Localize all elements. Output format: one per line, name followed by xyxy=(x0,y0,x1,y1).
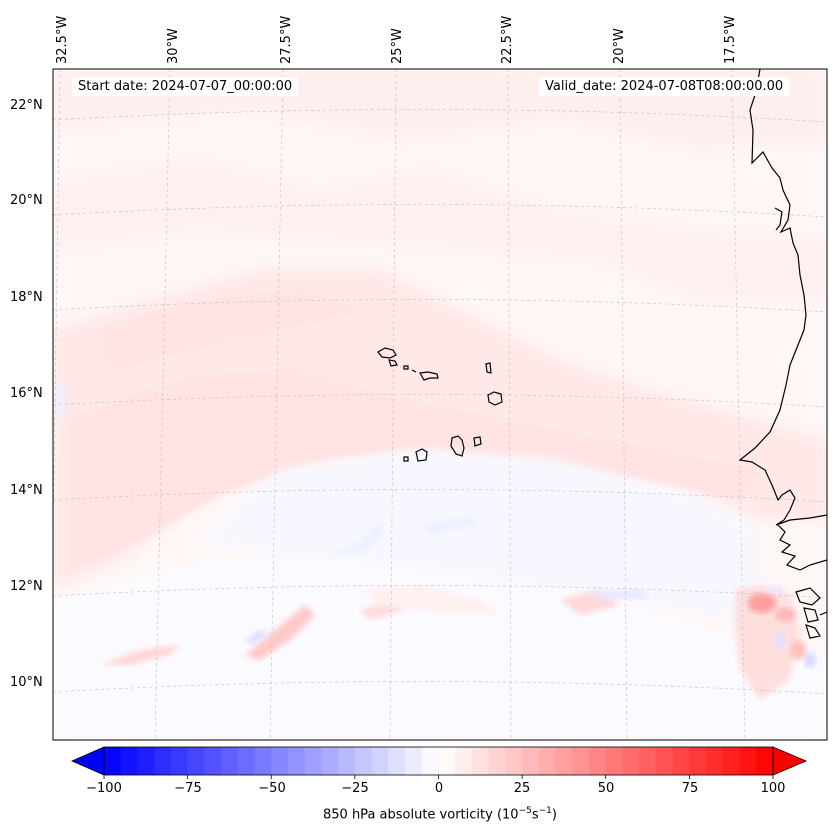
lon-label: 17.5°W xyxy=(723,15,738,64)
lat-label: 22°N xyxy=(10,98,43,113)
colorbar-segment xyxy=(388,747,406,775)
colorbar-segment xyxy=(522,747,540,775)
lon-label: 25°W xyxy=(390,28,405,64)
colorbar-label-exp1: −5 xyxy=(518,806,532,816)
colorbar-segment xyxy=(204,747,222,775)
colorbar-segment xyxy=(254,747,272,775)
valid-date-label: Valid_date: 2024-07-08T08:00:00.00 xyxy=(539,77,790,96)
lon-label: 30°W xyxy=(166,28,181,64)
colorbar-segment xyxy=(438,747,456,775)
graticule xyxy=(53,69,827,740)
colorbar-label-exp2: −1 xyxy=(538,806,552,816)
lon-label: 27.5°W xyxy=(279,15,294,64)
cape-verde-islands xyxy=(377,347,503,462)
colorbar-segment xyxy=(505,747,523,775)
colorbar-tick-label: 100 xyxy=(760,781,786,796)
colorbar-ticks xyxy=(103,775,774,779)
colorbar-segment xyxy=(405,747,423,775)
colorbar-segment xyxy=(706,747,724,775)
colorbar-segment xyxy=(722,747,741,775)
colorbar-label-mid: s xyxy=(531,807,539,823)
colorbar-tick-label: −100 xyxy=(86,781,122,796)
colorbar-segment xyxy=(137,747,155,775)
colorbar-min-extend xyxy=(71,746,105,776)
colorbar-tick-label: −75 xyxy=(174,781,202,796)
lat-label: 20°N xyxy=(10,193,43,208)
colorbar-segment xyxy=(120,747,139,775)
colorbar-segment xyxy=(271,747,289,775)
colorbar-segment xyxy=(154,747,172,775)
colorbar-segment xyxy=(655,747,674,775)
colorbar-segment xyxy=(488,747,506,775)
colorbar-segment xyxy=(555,747,573,775)
lat-label: 14°N xyxy=(10,483,43,498)
colorbar-segment xyxy=(739,747,757,775)
colorbar-label-main: 850 hPa absolute vorticity (10 xyxy=(323,807,519,823)
colorbar-segment xyxy=(689,747,707,775)
africa-coastline xyxy=(738,69,827,639)
colorbar-tick-label: 0 xyxy=(434,781,444,796)
colorbar-segment xyxy=(605,747,624,775)
colorbar-segment xyxy=(221,747,239,775)
lat-label: 18°N xyxy=(10,290,43,305)
lon-label: 22.5°W xyxy=(500,15,515,64)
colorbar-segment xyxy=(170,747,189,775)
colorbar-tick-label: 75 xyxy=(681,781,699,796)
colorbar-tick-label: 50 xyxy=(597,781,615,796)
colorbar-segment xyxy=(471,747,490,775)
colorbar-tick-label: −50 xyxy=(258,781,286,796)
lon-label: 20°W xyxy=(612,28,627,64)
lat-label: 10°N xyxy=(10,675,43,690)
lon-label: 32.5°W xyxy=(55,15,70,64)
map-frame xyxy=(52,68,828,741)
colorbar-segment xyxy=(572,747,590,775)
colorbar-segment xyxy=(589,747,607,775)
lat-label: 16°N xyxy=(10,386,43,401)
colorbar-segment xyxy=(187,747,205,775)
colorbar-segment xyxy=(304,747,323,775)
colorbar-label-end: ) xyxy=(551,807,557,823)
colorbar-segment xyxy=(338,747,356,775)
colorbar-segment xyxy=(455,747,473,775)
colorbar-segment xyxy=(672,747,690,775)
vorticity-field xyxy=(53,69,827,740)
colorbar-label: 850 hPa absolute vorticity (10−5s−1) xyxy=(0,806,837,822)
colorbar-segment xyxy=(756,747,774,775)
start-date-label: Start date: 2024-07-07_00:00:00 xyxy=(72,77,299,96)
colorbar-segment xyxy=(287,747,306,775)
colorbar xyxy=(71,746,808,779)
lat-label: 12°N xyxy=(10,579,43,594)
colorbar-max-extend xyxy=(772,746,808,776)
colorbar-segment xyxy=(321,747,339,775)
colorbar-segment xyxy=(354,747,373,775)
colorbar-segment xyxy=(371,747,389,775)
colorbar-segment xyxy=(538,747,557,775)
colorbar-segment xyxy=(622,747,640,775)
colorbar-segment xyxy=(237,747,256,775)
colorbar-segments xyxy=(104,747,774,775)
colorbar-segment xyxy=(639,747,657,775)
colorbar-segment xyxy=(104,747,122,775)
colorbar-tick-label: 25 xyxy=(513,781,531,796)
colorbar-tick-label: −25 xyxy=(341,781,369,796)
colorbar-segment xyxy=(421,747,440,775)
